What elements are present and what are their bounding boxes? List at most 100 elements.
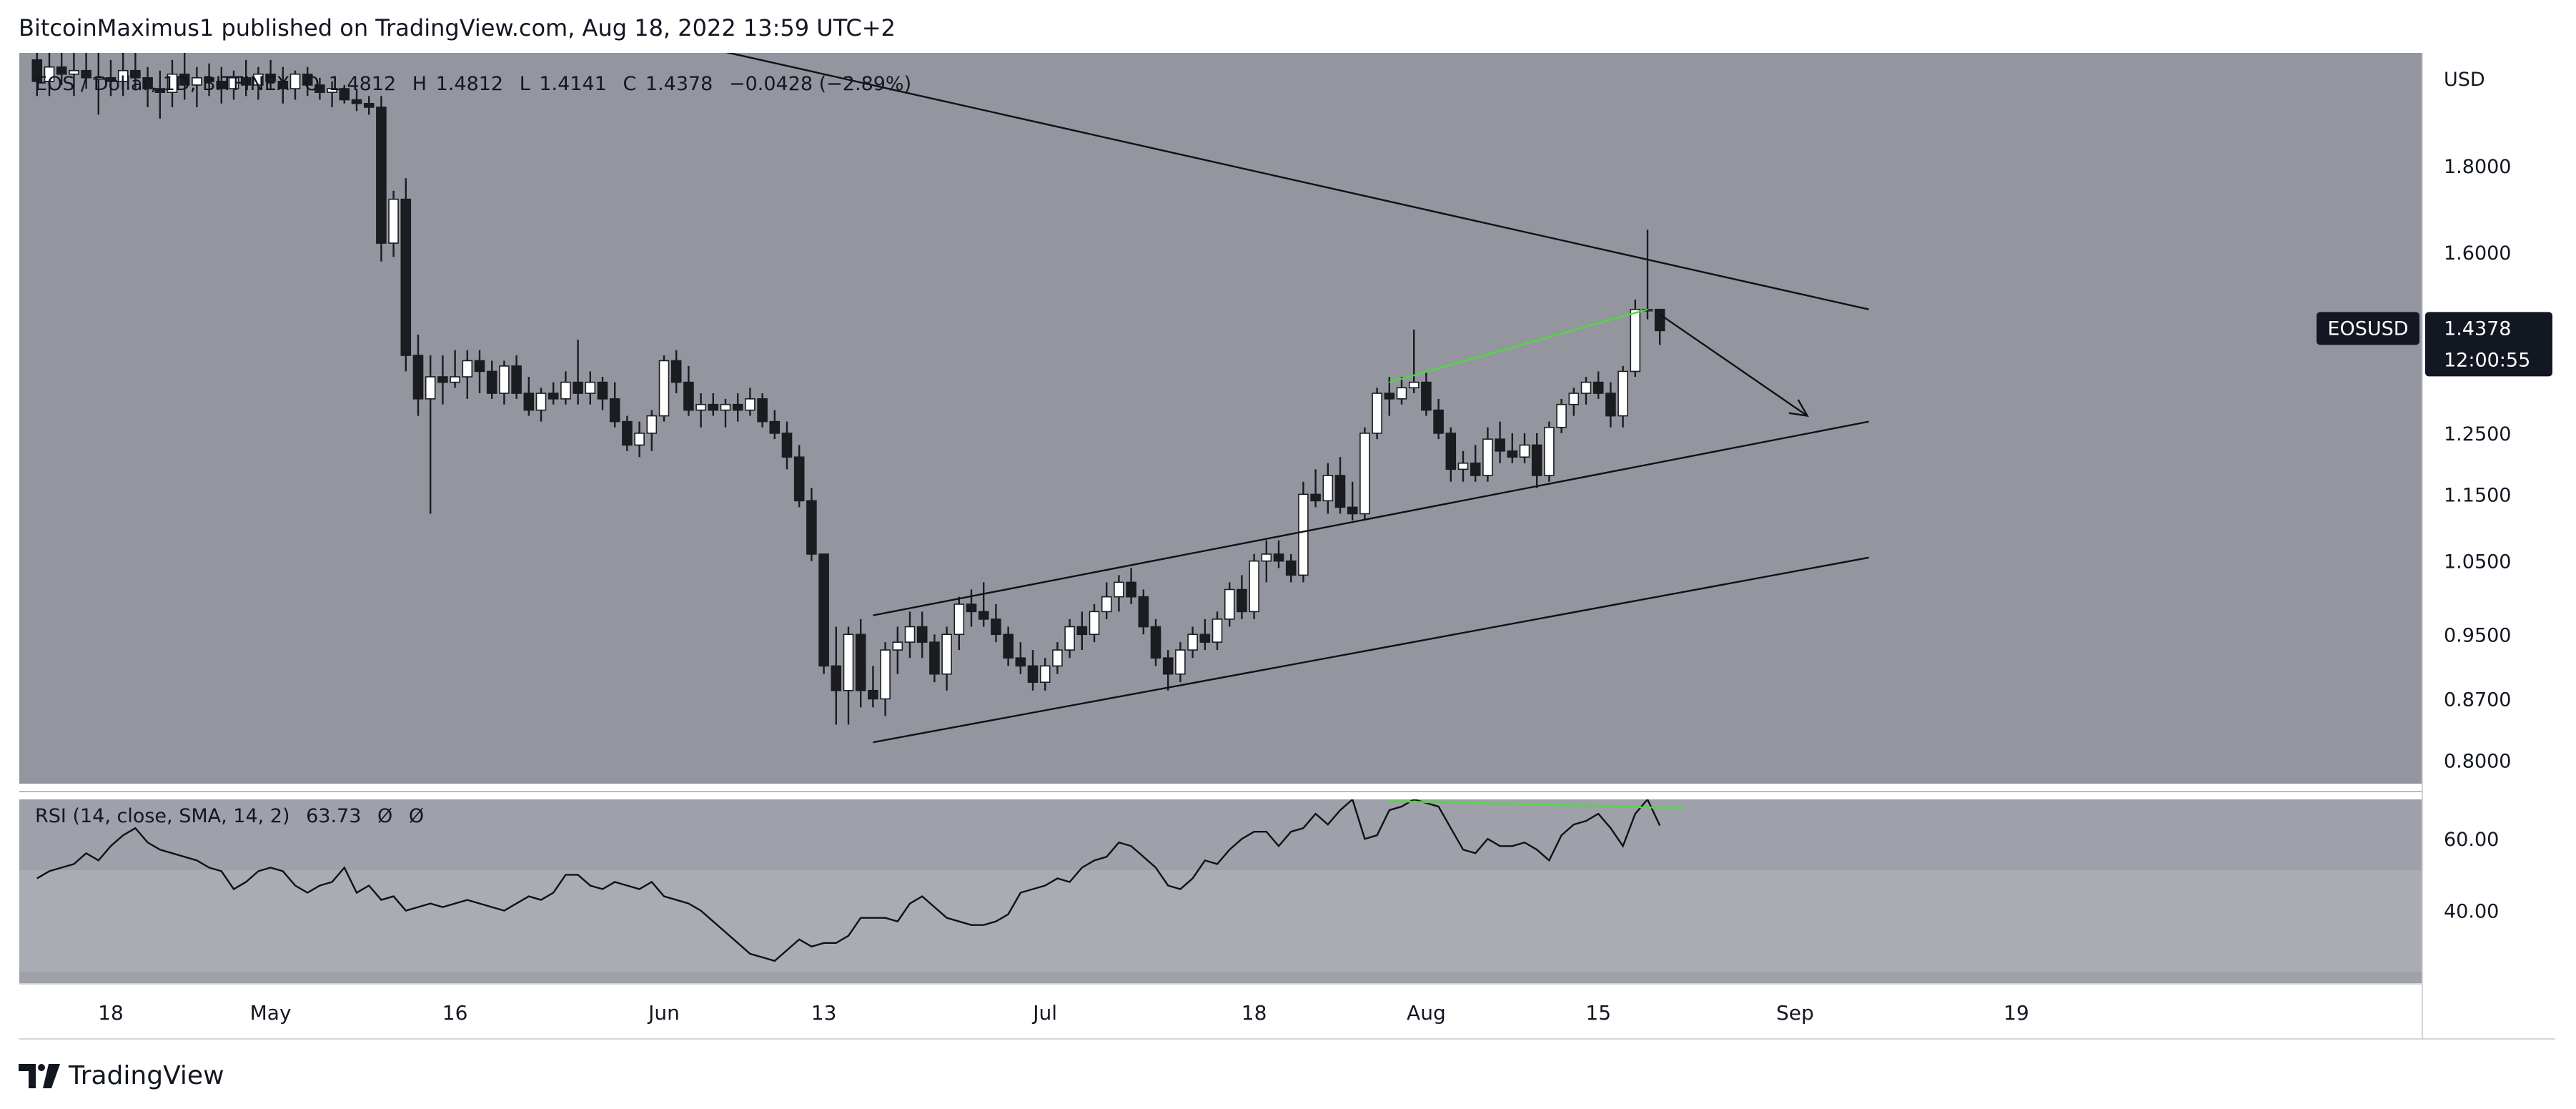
candle [1519,433,1530,463]
candle-body [609,398,620,423]
price-axis[interactable] [2422,53,2555,1040]
candle-body [216,81,227,89]
candle-body [1052,649,1063,667]
candle-body [44,66,55,82]
candle-body [916,626,928,643]
price-tick-label: 1.1500 [2444,484,2511,506]
chart-canvas[interactable]: 1.8000 1.6000 1.2500 1.1500 1.0500 0.9500 0.87… [19,53,2555,1040]
candle-body [1310,493,1321,502]
price-axis-labels: 1.8000 1.6000 1.2500 1.1500 1.0500 0.9500 0.87… [2444,156,2511,772]
candle [69,53,79,97]
candle-body [806,500,817,555]
candle-body [302,73,313,86]
candle [831,626,842,725]
candle [277,66,289,104]
candle [154,70,166,119]
candle [400,178,412,372]
candle-body [1150,626,1161,659]
rsi-line[interactable] [36,799,1661,962]
candle-body [1298,493,1309,576]
candle-body [474,360,485,373]
rsi-divergence-line[interactable] [1389,800,1685,809]
channel-bottom-line[interactable] [873,556,1869,744]
price-tick-label: 0.9500 [2444,624,2511,646]
candle-body [904,626,916,643]
candle [1359,427,1370,521]
candle-body [339,88,350,101]
candle-body [1396,387,1407,400]
candle [646,410,658,451]
candle [793,445,805,508]
time-tick-label: Aug [1407,1001,1446,1025]
candle [1027,650,1039,691]
candle [1285,553,1297,583]
candle-body [966,603,977,613]
descending-resistance-line[interactable] [578,53,1869,310]
time-axis[interactable] [19,984,2422,1040]
channel-top-line[interactable] [873,420,1869,616]
legend-change: −0.0428 (−2.89%) [729,73,911,95]
candle [1372,388,1382,440]
candle [179,53,190,100]
candle-body [1175,649,1186,675]
candle-body [1421,381,1432,411]
price-pane[interactable] [19,53,2422,784]
candle [499,360,510,405]
candle [1089,603,1100,643]
candle-body [1457,462,1469,470]
candle [573,340,583,405]
candle [560,371,571,405]
rsi-legend[interactable]: RSI (14, close, SMA, 14, 2) 63.73 Ø Ø [35,805,424,827]
candle [462,350,473,399]
candle [253,66,264,100]
candle [622,415,633,451]
rsi-tick-label: 60.00 [2444,829,2499,851]
candle-body [683,381,694,411]
candle-body [831,665,842,691]
candle-body [511,365,522,394]
price-divergence-line[interactable] [1389,308,1648,383]
candle [658,355,670,422]
candle-body [1162,657,1174,675]
candle-body [855,634,866,691]
candle [523,376,535,416]
time-tick-label: Jul [1031,1001,1057,1025]
candle [302,66,313,97]
candle-body [351,99,362,104]
price-legend[interactable]: EOS / Dollar, 1D, BITFINEX O 1.4812 H 1.… [35,73,911,95]
candle-body [1249,560,1259,613]
candle-body [597,381,608,400]
candle [1199,618,1211,651]
candle [216,66,227,104]
time-tick-label: Sep [1776,1001,1814,1025]
chart-frame[interactable]: 1.8000 1.6000 1.2500 1.1500 1.0500 0.9500 0.87… [19,53,2555,1040]
projection-arrow-line[interactable] [1659,313,1808,417]
candle [228,70,239,100]
candle [437,355,448,405]
candle [1273,540,1284,568]
candle [1384,376,1395,416]
candle-body [462,360,473,378]
candle-body [646,415,658,434]
candle-body [781,433,793,458]
candle [1556,398,1567,433]
tradingview-footer[interactable]: TradingView [19,1061,224,1090]
projection-arrow-head [1788,399,1809,418]
candle [1249,553,1259,619]
candle-body [1114,581,1124,598]
price-tick-label: 0.8000 [2444,750,2511,772]
candle-body [1027,665,1039,683]
candle-body [204,77,214,82]
time-tick-label: May [250,1001,292,1025]
last-price-label[interactable]: EOSUSD 1.4378 12:00:55 [2317,312,2552,377]
candle [339,84,350,104]
candle [991,603,1001,643]
candle-body [400,198,412,356]
candle-body [1101,596,1112,613]
candle [1003,626,1014,666]
candle [1150,618,1161,666]
candle-body [585,381,596,394]
candle [1495,421,1505,463]
candle-body [1003,634,1014,659]
price-tick-label: 0.8700 [2444,689,2511,711]
